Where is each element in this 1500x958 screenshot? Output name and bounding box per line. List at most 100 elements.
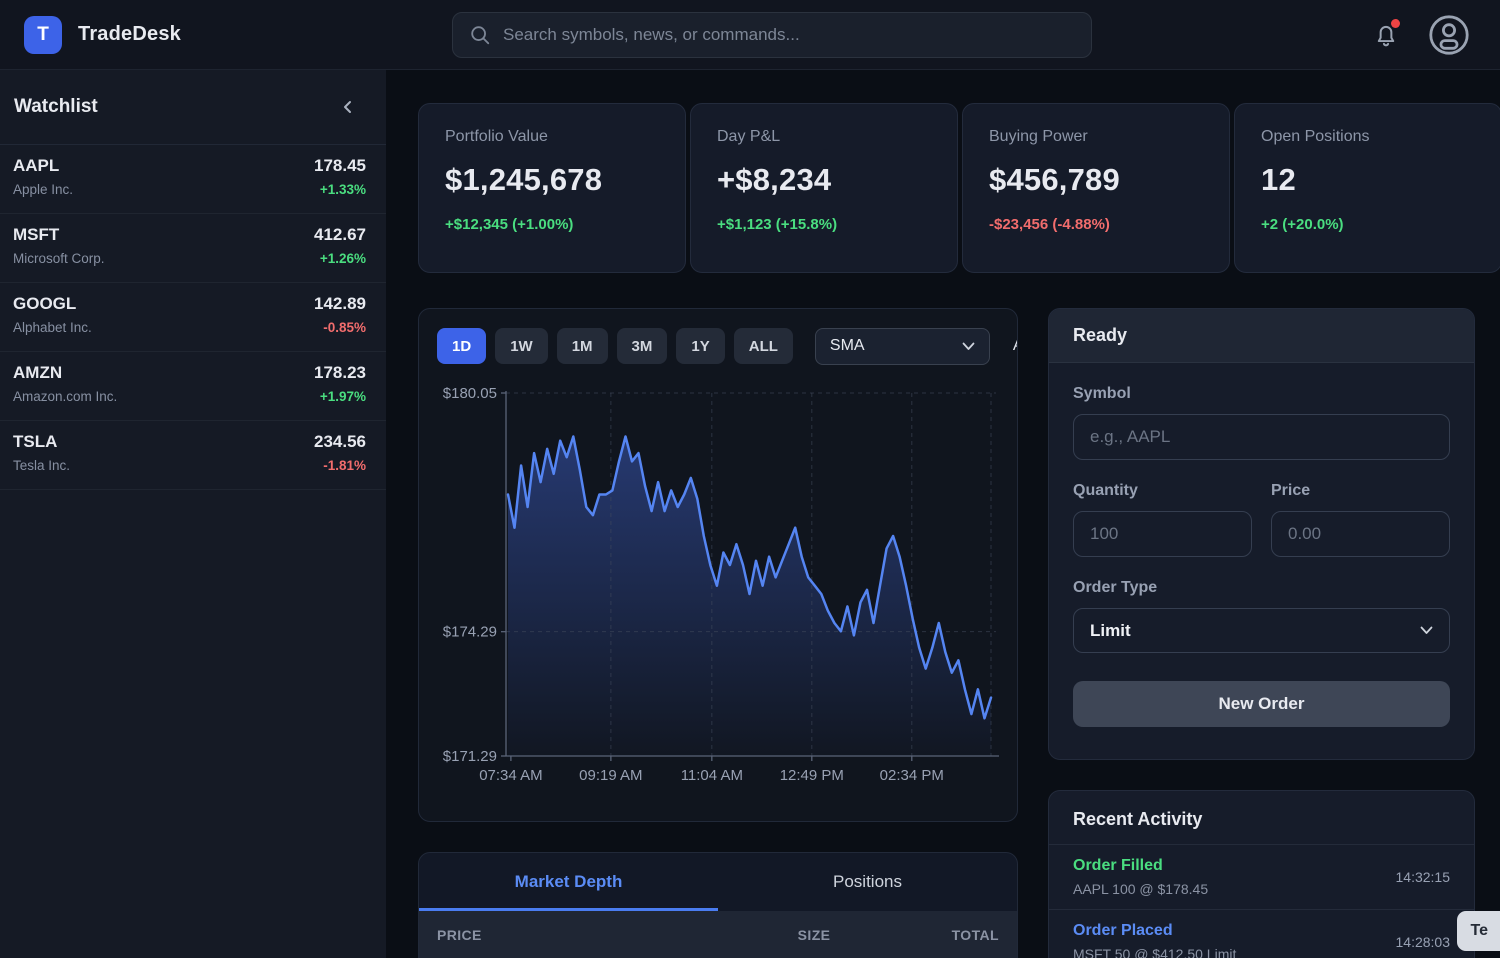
portfolio-value-card: Portfolio Value $1,245,678 +$12,345 (+1.…	[418, 103, 686, 273]
order-entry-panel: Ready Symbol Quantity Price Order Type L…	[1048, 308, 1475, 760]
svg-text:$174.29: $174.29	[443, 624, 497, 641]
svg-text:07:34 AM: 07:34 AM	[479, 767, 542, 784]
chevron-down-icon	[1420, 626, 1433, 634]
order-type-label: Order Type	[1073, 579, 1158, 596]
stat-change: +$1,123 (+15.8%)	[717, 216, 838, 233]
quantity-label: Quantity	[1073, 482, 1138, 499]
logo-letter: T	[37, 23, 49, 45]
tab-positions[interactable]: Positions	[833, 872, 902, 891]
collapse-sidebar-button[interactable]	[340, 98, 358, 116]
edge-toast[interactable]: Te	[1456, 911, 1500, 951]
timeframe-1y-button[interactable]: 1Y	[676, 328, 725, 364]
activity-item-order-filled: Order Filled AAPL 100 @ $178.45 14:32:15	[1049, 845, 1474, 910]
stat-label: Portfolio Value	[445, 128, 548, 145]
stat-value: +$8,234	[717, 162, 832, 197]
change-percent: -1.81%	[323, 458, 366, 473]
stat-label: Buying Power	[989, 128, 1088, 145]
activity-time: 14:32:15	[1395, 869, 1451, 885]
timeframe-all-button[interactable]: ALL	[733, 328, 793, 364]
chevron-down-icon	[962, 342, 975, 350]
symbol-input[interactable]	[1073, 414, 1450, 460]
symbol: AAPL	[13, 156, 60, 175]
depth-table-header: PRICE SIZE TOTAL	[419, 911, 1017, 958]
notifications-bell-icon[interactable]	[1372, 19, 1400, 49]
quantity-input[interactable]	[1073, 511, 1252, 557]
change-percent: +1.26%	[319, 251, 366, 266]
change-percent: -0.85%	[323, 320, 366, 335]
symbol: GOOGL	[13, 294, 77, 313]
order-status-header: Ready	[1049, 309, 1474, 363]
stat-label: Open Positions	[1261, 128, 1370, 145]
order-type-select[interactable]: Limit	[1073, 608, 1450, 653]
svg-text:12:49 PM: 12:49 PM	[780, 767, 844, 784]
price: 234.56	[314, 432, 366, 451]
chart-panel: 1D 1W 1M 3M 1Y ALL SMA Annotations $180.…	[418, 308, 1018, 822]
price: 178.23	[314, 363, 366, 382]
timeframe-1w-button[interactable]: 1W	[495, 328, 548, 364]
activity-time: 14:28:03	[1395, 934, 1451, 950]
search-bar	[452, 12, 1092, 58]
column-size: SIZE	[797, 927, 831, 943]
watchlist-item-tsla[interactable]: TSLA Tesla Inc. 234.56 -1.81%	[0, 421, 386, 490]
search-input[interactable]	[503, 25, 1075, 45]
activity-detail: AAPL 100 @ $178.45	[1073, 881, 1209, 897]
timeframe-3m-button[interactable]: 3M	[616, 328, 668, 364]
price-input[interactable]	[1271, 511, 1450, 557]
open-positions-card: Open Positions 12 +2 (+20.0%)	[1234, 103, 1500, 273]
activity-title: Order Placed	[1073, 922, 1173, 939]
symbol: AMZN	[13, 363, 63, 382]
notification-badge	[1391, 19, 1400, 28]
watchlist-item-googl[interactable]: GOOGL Alphabet Inc. 142.89 -0.85%	[0, 283, 386, 352]
company-name: Microsoft Corp.	[13, 251, 105, 266]
user-avatar-icon[interactable]	[1428, 14, 1470, 56]
app-title: TradeDesk	[78, 23, 181, 45]
svg-text:11:04 AM: 11:04 AM	[681, 767, 743, 784]
price: 412.67	[314, 225, 366, 244]
chevron-left-icon	[344, 101, 351, 113]
watchlist-title: Watchlist	[14, 96, 98, 117]
svg-text:$180.05: $180.05	[443, 385, 497, 402]
search-icon	[471, 26, 490, 45]
indicator-select[interactable]: SMA	[814, 327, 990, 365]
order-type-value: Limit	[1090, 620, 1131, 640]
stat-label: Day P&L	[717, 128, 781, 145]
price-label: Price	[1271, 482, 1311, 499]
tab-market-depth[interactable]: Market Depth	[419, 853, 718, 911]
watchlist-item-amzn[interactable]: AMZN Amazon.com Inc. 178.23 +1.97%	[0, 352, 386, 421]
app-logo[interactable]: T	[24, 15, 62, 54]
company-name: Alphabet Inc.	[13, 320, 92, 335]
watchlist-sidebar: Watchlist AAPL Apple Inc. 178.45 +1.33% …	[0, 70, 386, 958]
annotations-toggle[interactable]: Annotations	[1013, 337, 1017, 355]
recent-activity-panel: Recent Activity Order Filled AAPL 100 @ …	[1048, 790, 1475, 958]
stat-value: $456,789	[989, 162, 1120, 197]
company-name: Tesla Inc.	[13, 458, 71, 473]
activity-detail: MSFT 50 @ $412.50 Limit	[1073, 946, 1237, 958]
stat-change: +$12,345 (+1.00%)	[445, 216, 574, 233]
company-name: Amazon.com Inc.	[13, 389, 118, 404]
market-depth-panel: Market Depth Positions PRICE SIZE TOTAL	[418, 852, 1018, 958]
svg-text:$171.29: $171.29	[443, 748, 497, 765]
watchlist-item-aapl[interactable]: AAPL Apple Inc. 178.45 +1.33%	[0, 145, 386, 214]
column-total: TOTAL	[951, 927, 999, 943]
watchlist-item-msft[interactable]: MSFT Microsoft Corp. 412.67 +1.26%	[0, 214, 386, 283]
order-form: Symbol Quantity Price Order Type Limit	[1049, 363, 1474, 749]
timeframe-1d-button[interactable]: 1D	[437, 328, 487, 364]
change-percent: +1.33%	[319, 182, 366, 197]
timeframe-1m-button[interactable]: 1M	[556, 328, 608, 364]
change-percent: +1.97%	[319, 389, 366, 404]
bottom-tabs: Market Depth Positions	[419, 853, 1017, 911]
chart-toolbar: 1D 1W 1M 3M 1Y ALL SMA Annotations	[419, 309, 1017, 371]
buying-power-card: Buying Power $456,789 -$23,456 (-4.88%)	[962, 103, 1230, 273]
stat-value: 12	[1261, 162, 1296, 197]
toast-text: Te	[1470, 922, 1488, 939]
symbol: MSFT	[13, 225, 60, 244]
company-name: Apple Inc.	[13, 182, 74, 197]
column-price: PRICE	[437, 927, 482, 943]
new-order-button[interactable]: New Order	[1073, 681, 1450, 727]
activity-title: Order Filled	[1073, 857, 1163, 874]
stats-row: Portfolio Value $1,245,678 +$12,345 (+1.…	[418, 103, 1500, 273]
topbar: T TradeDesk	[0, 0, 1500, 70]
main-content: Portfolio Value $1,245,678 +$12,345 (+1.…	[386, 70, 1500, 958]
price-chart[interactable]: $180.05 $174.29 $171.29 07:34 AM 09:19 AM 11:…	[419, 371, 1018, 815]
stat-value: $1,245,678	[445, 162, 603, 197]
